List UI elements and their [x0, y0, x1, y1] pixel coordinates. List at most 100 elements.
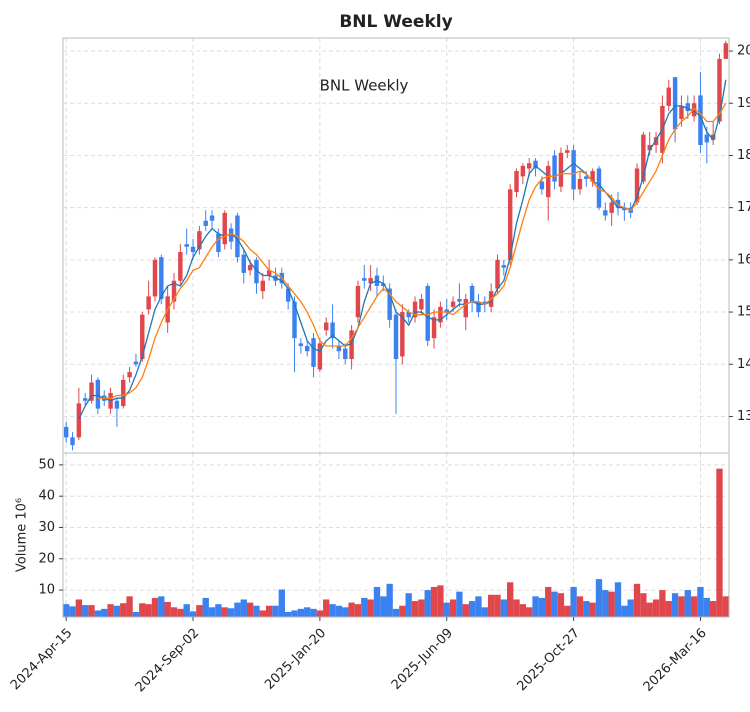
volume-bar	[430, 586, 438, 617]
volume-bar	[697, 586, 704, 617]
candle-body	[381, 283, 386, 286]
candle-body	[679, 105, 684, 119]
candle-body	[298, 343, 304, 346]
candle-body	[603, 210, 608, 216]
volume-bar	[640, 593, 647, 617]
candle-body	[425, 285, 430, 341]
x-tick-label: 2026-Mar-16	[641, 626, 710, 695]
volume-bar	[373, 586, 381, 617]
volume-bar	[246, 602, 254, 617]
volume-bar	[570, 586, 577, 617]
candle-body	[634, 168, 640, 203]
volume-bar	[253, 605, 260, 617]
candle-body	[717, 58, 722, 122]
volume-bar	[443, 602, 450, 617]
y-tick-label: 17	[737, 200, 750, 215]
volume-bar	[437, 585, 444, 617]
candle-body	[698, 95, 703, 146]
y-tick-label: 15	[737, 305, 750, 320]
y-tick-label: 18	[737, 148, 750, 163]
volume-bar	[576, 596, 584, 617]
volume-bar	[342, 607, 349, 617]
volume-bar	[424, 590, 431, 617]
volume-bar	[475, 596, 482, 617]
volume-bar	[285, 611, 292, 617]
candle-body	[387, 288, 392, 320]
candle-body	[304, 345, 310, 352]
volume-bar	[126, 596, 133, 617]
volume-bar	[633, 583, 641, 617]
volume-tick-label: 50	[38, 457, 55, 472]
marks-layer	[63, 40, 729, 617]
volume-bar	[392, 608, 400, 617]
volume-bar	[132, 611, 140, 617]
candle-body	[577, 178, 583, 190]
volume-bar	[196, 605, 203, 617]
candle-body	[63, 426, 69, 438]
volume-bar	[240, 599, 247, 617]
candle-body	[330, 322, 335, 339]
volume-bar	[189, 611, 197, 617]
candle-body	[336, 345, 342, 352]
volume-bar	[665, 601, 672, 617]
volume-bar	[234, 602, 241, 617]
y-tick-label: 19	[737, 96, 750, 111]
volume-bar	[177, 608, 184, 617]
volume-bar	[75, 599, 83, 617]
volume-bar	[532, 596, 539, 617]
candle-body	[368, 278, 373, 284]
candle-body	[349, 330, 354, 360]
candle-body	[469, 285, 475, 302]
annotation: BNL Weekly	[320, 77, 409, 95]
volume-bar	[652, 599, 660, 617]
candle-body	[152, 259, 158, 297]
volume-bar	[557, 593, 565, 617]
volume-bar	[215, 604, 222, 617]
candle-body	[723, 43, 729, 59]
candle-body	[419, 299, 424, 310]
candle-body	[609, 202, 614, 213]
volume-bar	[323, 599, 330, 617]
volume-bar	[335, 605, 343, 617]
candle-body	[216, 233, 221, 253]
volume-bar	[259, 610, 266, 617]
volume-bar	[272, 605, 279, 617]
candle-body	[552, 155, 557, 182]
volume-bar	[380, 596, 387, 617]
candle-body	[533, 160, 538, 169]
x-tick-label: 2025-Jun-09	[389, 626, 456, 693]
candle-body	[590, 171, 595, 182]
volume-bar	[151, 597, 159, 617]
volume-bar	[386, 583, 393, 617]
candle-body	[355, 285, 361, 318]
x-tick-label: 2024-Apr-15	[8, 626, 75, 693]
candle-body	[178, 252, 183, 281]
volume-bar	[703, 597, 710, 617]
volume-bar	[170, 607, 178, 617]
candle-body	[146, 296, 151, 310]
candle-body	[362, 278, 367, 281]
volume-bar	[291, 610, 298, 617]
candle-body	[241, 254, 246, 273]
candle-body	[482, 301, 488, 305]
x-tick-label: 2025-Oct-27	[514, 626, 582, 694]
volume-tick-label: 40	[38, 489, 55, 504]
candle-body	[647, 145, 652, 151]
volume-bar	[468, 601, 476, 617]
volume-bar	[113, 605, 121, 617]
candle-body	[121, 379, 126, 407]
volume-bar	[265, 605, 273, 617]
candle-body	[641, 134, 646, 182]
volume-bar	[627, 599, 634, 617]
candle-body	[526, 163, 532, 169]
volume-bar	[494, 594, 501, 617]
volume-bar	[456, 591, 463, 617]
candle-body	[438, 306, 443, 323]
candle-body	[171, 280, 177, 302]
y-tick-label: 20	[737, 44, 750, 59]
volume-bar	[411, 601, 419, 617]
candle-body	[184, 244, 189, 247]
candle-body	[476, 301, 481, 313]
